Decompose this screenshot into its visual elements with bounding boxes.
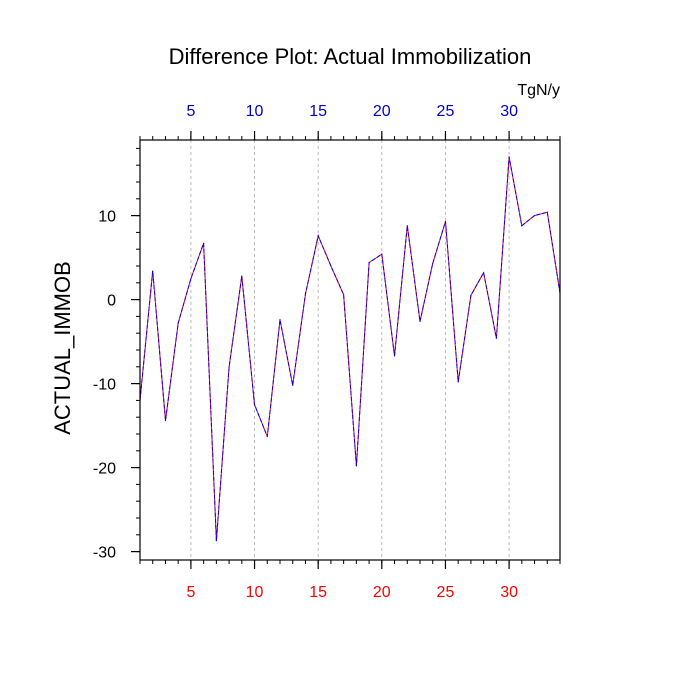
x-tick-label-bottom-30: 30 xyxy=(500,584,518,601)
x-tick-label-bottom-10: 10 xyxy=(246,584,264,601)
data-point xyxy=(457,381,459,383)
series-group xyxy=(139,156,561,542)
data-point xyxy=(228,366,230,368)
data-point xyxy=(279,319,281,321)
data-point xyxy=(533,215,536,217)
x-tick-label-bottom-20: 20 xyxy=(373,584,391,601)
y-tick-label--10: -10 xyxy=(93,377,116,394)
data-point xyxy=(152,270,154,272)
data-point xyxy=(355,465,357,467)
data-point xyxy=(304,293,307,295)
y-axis-label: ACTUAL_IMMOB xyxy=(50,261,75,435)
data-point xyxy=(177,322,179,324)
x-tick-label-top-15: 15 xyxy=(309,103,327,120)
y-tick-label--30: -30 xyxy=(93,545,116,562)
chart-title: Difference Plot: Actual Immobilization xyxy=(169,44,532,69)
units-label: TgN/y xyxy=(517,82,560,99)
grid-lines xyxy=(190,140,510,560)
data-point xyxy=(215,540,217,542)
data-point xyxy=(330,265,332,267)
data-point xyxy=(508,156,510,158)
data-point xyxy=(368,262,370,264)
data-point xyxy=(203,242,205,244)
data-point xyxy=(470,294,472,296)
x-tick-label-top-5: 5 xyxy=(186,103,195,120)
data-point xyxy=(495,337,497,339)
data-point xyxy=(406,225,408,227)
data-point xyxy=(381,253,383,255)
data-point xyxy=(483,272,485,274)
data-point xyxy=(317,235,319,237)
x-tick-label-bottom-5: 5 xyxy=(186,584,195,601)
data-point xyxy=(292,384,294,386)
data-point xyxy=(521,225,523,227)
data-point xyxy=(393,355,396,357)
x-tick-label-bottom-25: 25 xyxy=(437,584,455,601)
x-tick-label-top-30: 30 xyxy=(500,103,518,120)
series-line-red xyxy=(139,156,561,541)
data-point xyxy=(266,435,268,438)
x-tick-label-bottom-15: 15 xyxy=(309,584,327,601)
tick-labels: 5 5 10 10 15 15 20 20 25 25 30 30 10 0 -10 -20 -30 xyxy=(93,103,518,601)
x-tick-label-top-10: 10 xyxy=(246,103,264,120)
series-line-blue xyxy=(139,156,561,541)
data-point xyxy=(432,262,434,265)
data-point xyxy=(546,211,548,213)
data-point xyxy=(164,419,167,422)
x-tick-label-top-25: 25 xyxy=(437,103,455,120)
y-tick-label-0: 0 xyxy=(107,293,116,310)
major-ticks xyxy=(131,131,510,569)
data-point xyxy=(241,275,243,277)
data-point xyxy=(419,320,421,323)
data-point xyxy=(253,404,256,406)
y-tick-label-10: 10 xyxy=(98,209,116,226)
y-tick-label--20: -20 xyxy=(93,461,116,478)
data-point xyxy=(343,293,345,296)
data-point xyxy=(444,220,447,223)
plot-frame xyxy=(139,139,561,561)
x-tick-label-top-20: 20 xyxy=(373,103,391,120)
data-point xyxy=(190,278,192,280)
